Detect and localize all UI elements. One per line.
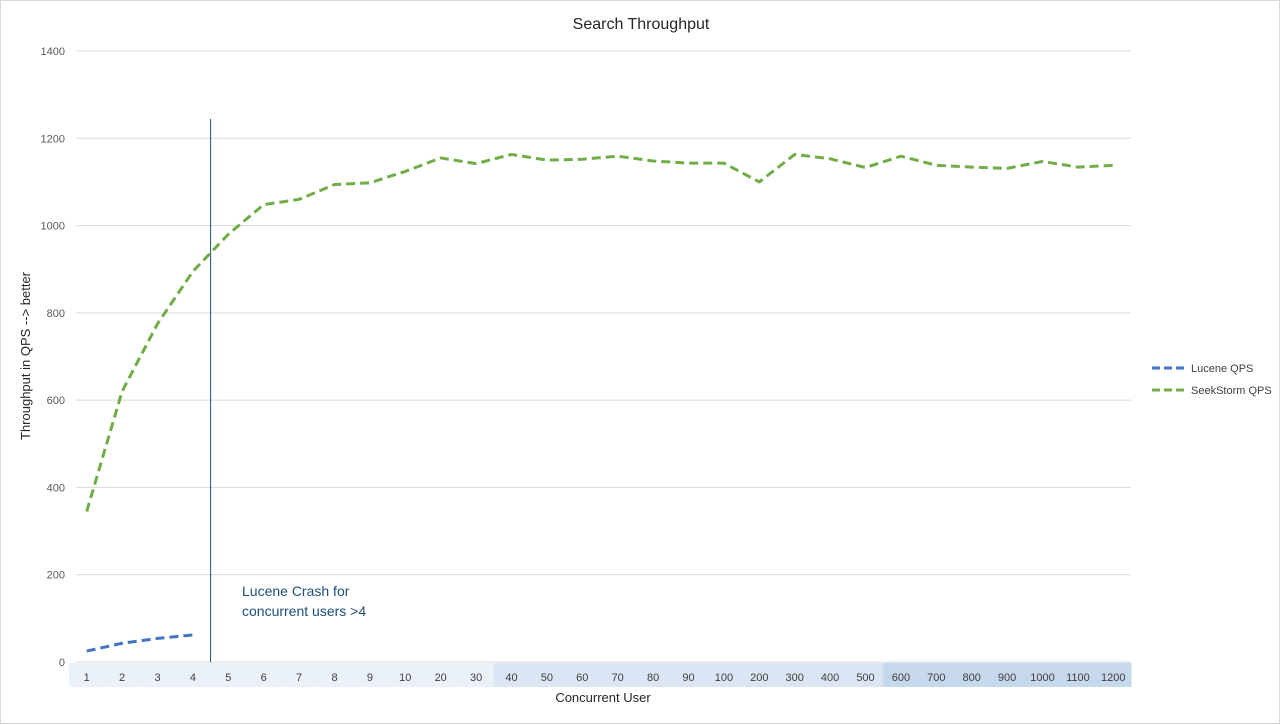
x-tick-label: 70 [612,672,624,684]
x-band-cell [847,663,884,687]
x-tick-label: 5 [225,672,231,684]
x-tick-label: 900 [998,672,1016,684]
x-band-cell [458,663,495,687]
x-tick-label: 100 [715,672,733,684]
x-tick-label: 9 [367,672,373,684]
crash-annotation-line-1: Lucene Crash for [242,583,350,599]
x-band-cell [741,663,778,687]
x-band-cell [635,663,672,687]
x-tick-label: 800 [963,672,981,684]
x-tick-label: 8 [331,672,337,684]
y-axis-title: Throughput in QPS --> better [18,271,33,440]
y-tick-labels: 0 200 400 600 800 1000 1200 1400 [41,46,65,669]
x-band-cell [316,663,353,687]
y-tick-label: 0 [59,657,65,669]
x-band-cell [529,663,566,687]
x-tick-label: 1200 [1101,672,1125,684]
x-band-cell [139,663,176,687]
x-tick-label: 80 [647,672,659,684]
x-tick-label: 20 [435,672,447,684]
x-tick-label: 200 [750,672,768,684]
x-tick-label: 1 [84,672,90,684]
x-tick-label: 400 [821,672,839,684]
x-tick-label: 1000 [1030,672,1054,684]
x-axis-title: Concurrent User [555,690,651,705]
x-tick-label: 60 [576,672,588,684]
series-line-0 [86,633,194,653]
x-tick-label: 40 [505,672,517,684]
x-band-cell [1095,663,1132,687]
x-band-cell [706,663,743,687]
legend-label: SeekStorm QPS [1191,385,1272,397]
x-tick-label: 50 [541,672,553,684]
x-tick-label: 6 [261,672,267,684]
x-band-cell [104,663,141,687]
x-band-cell [812,663,849,687]
x-band-cell [1060,663,1097,687]
x-band-cell [670,663,707,687]
x-tick-label: 7 [296,672,302,684]
x-band-cell [954,663,990,687]
x-tick-label: 3 [154,672,160,684]
x-band-cell [281,663,318,687]
x-tick-label: 30 [470,672,482,684]
x-band-cell [352,663,389,687]
x-band-cell [918,663,955,687]
x-tick-label: 700 [927,672,945,684]
legend-label: Lucene QPS [1191,363,1253,375]
y-tick-label: 1000 [41,221,65,233]
x-tick-label: 1100 [1066,672,1090,684]
series-layer [85,152,1114,653]
x-tick-label: 2 [119,672,125,684]
x-band-cell [989,663,1026,687]
x-tick-label: 4 [190,672,196,684]
crash-annotation-line-2: concurrent users >4 [242,603,366,619]
y-tick-label: 1400 [41,46,65,58]
x-tick-label: 500 [856,672,874,684]
y-tick-label: 800 [47,308,65,320]
x-band-cell [600,663,636,687]
x-band-cell [777,663,813,687]
x-tick-label: 10 [399,672,411,684]
legend: Lucene QPS SeekStorm QPS [1152,363,1272,397]
series-line-1 [85,152,1114,512]
x-band-cell [387,663,424,687]
y-tick-label: 400 [47,482,65,494]
x-band-cell [883,663,920,687]
x-tick-label: 300 [786,672,804,684]
y-tick-label: 1200 [41,133,65,145]
x-band-cell [423,663,459,687]
x-band-cell [564,663,601,687]
grid-lines [76,50,1131,663]
y-tick-label: 200 [47,570,65,582]
x-band-cell [1024,663,1061,687]
x-tick-label: 90 [682,672,694,684]
x-band-cell [246,663,282,687]
chart-title: Search Throughput [573,16,710,33]
x-tick-labels: 1 2 3 4 5 6 7 8 9 10 20 30 40 50 60 70 80 90 100 200 300 400 5… [84,672,1126,684]
x-band-cell [493,663,530,687]
x-band-cell [69,663,105,687]
y-tick-label: 600 [47,395,65,407]
x-axis-band [69,663,1132,687]
x-band-cell [175,663,212,687]
x-tick-label: 600 [892,672,910,684]
x-band-cell [210,663,247,687]
